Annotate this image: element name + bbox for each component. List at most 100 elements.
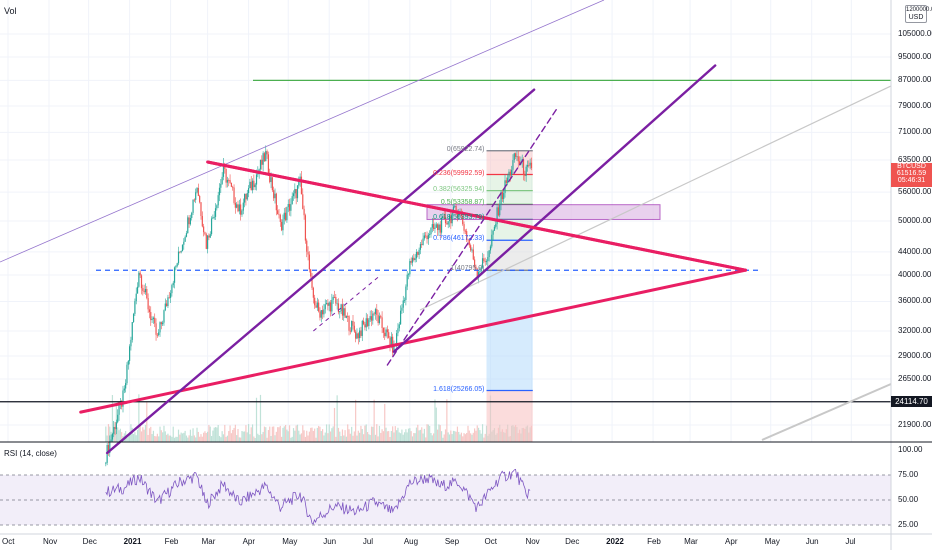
price-tick-label: 79000.00 <box>898 101 932 110</box>
candle-body <box>273 190 275 199</box>
candle-body <box>389 337 391 346</box>
trendline-gray <box>419 85 892 311</box>
volume-bar <box>218 435 221 442</box>
volume-bar <box>238 437 240 442</box>
time-tick-label: Jul <box>845 537 856 546</box>
rsi-pane <box>0 468 891 526</box>
candle-body <box>438 224 440 231</box>
candle-body <box>388 332 390 338</box>
candle-body <box>410 261 412 263</box>
volume-bar <box>288 425 291 442</box>
trendline <box>79 268 748 414</box>
fib-zone-low <box>486 240 533 271</box>
volume-bar <box>328 424 330 442</box>
fib-retracement[interactable] <box>486 150 533 442</box>
trendlines[interactable] <box>0 0 892 455</box>
candle-body <box>439 224 441 233</box>
candle-body <box>343 308 345 316</box>
volume-bar <box>314 428 316 442</box>
candle-body <box>269 173 271 183</box>
candle-body <box>212 217 214 219</box>
volume-bar <box>109 426 111 442</box>
candle-body <box>164 303 166 311</box>
candle-body <box>430 227 432 235</box>
candle-body <box>499 204 501 216</box>
volume-bar <box>295 425 297 442</box>
candle-body <box>323 309 325 315</box>
volume-bar <box>259 394 262 442</box>
candle-body <box>340 304 342 312</box>
candle-body <box>209 234 211 238</box>
candle-body <box>372 313 374 321</box>
trendline <box>105 88 536 455</box>
volume-bar <box>304 436 307 442</box>
volume-bar <box>434 399 436 442</box>
volume-bar <box>316 427 318 442</box>
volume-bar <box>303 430 305 442</box>
volume-bar <box>386 431 388 442</box>
candle-body <box>247 188 250 194</box>
candle-body <box>481 258 484 268</box>
candle-body <box>259 159 262 170</box>
volume-bar <box>209 426 211 442</box>
candle-body <box>277 210 279 215</box>
volume-bar <box>370 426 373 442</box>
candle-body <box>357 333 359 339</box>
time-tick-label: Jun <box>323 537 337 546</box>
volume-bar <box>463 433 465 442</box>
candle-body <box>191 212 193 218</box>
candle-body <box>474 259 476 267</box>
candle-body <box>255 174 258 185</box>
candle-body <box>169 293 172 298</box>
current-price-tag: BTCUSD 61516.59 05:46:31 <box>891 163 932 187</box>
volume-bar <box>146 401 148 442</box>
volume-bar <box>175 436 177 442</box>
volume-bar <box>148 428 151 442</box>
candle-body <box>407 274 410 276</box>
candle-body <box>386 329 388 333</box>
volume-bar <box>414 433 416 442</box>
candle-body <box>225 168 227 183</box>
candle-body <box>497 207 500 216</box>
candle-body <box>134 301 136 314</box>
candle-body <box>129 346 131 361</box>
candle-body <box>159 322 161 333</box>
candle-body <box>524 174 526 176</box>
time-tick-label: Mar <box>684 537 698 546</box>
candle-body <box>421 244 423 245</box>
volume-bar <box>366 432 369 442</box>
volume-bar <box>275 431 277 442</box>
volume-bar <box>233 427 235 442</box>
candle-body <box>298 180 300 186</box>
volume-bar <box>406 432 408 442</box>
candle-body <box>446 223 448 225</box>
volume-bar <box>373 399 375 442</box>
candle-body <box>429 234 431 235</box>
candle-body <box>173 267 176 283</box>
candle-body <box>467 239 469 241</box>
candle-body <box>246 193 248 200</box>
candle-body <box>409 261 411 275</box>
volume-bar <box>156 433 158 442</box>
candle-body <box>516 156 518 158</box>
volume-bar <box>226 435 229 442</box>
currency-button[interactable]: 1200000.00 USD <box>905 5 932 23</box>
volume-bar <box>225 436 227 442</box>
candle-body <box>303 208 305 216</box>
candle-body <box>189 217 192 225</box>
volume-bar <box>320 431 322 442</box>
volume-bar <box>282 427 284 442</box>
volume-bar <box>254 437 256 442</box>
triangle-upper-edge <box>207 160 746 272</box>
volume-bar <box>312 430 314 442</box>
candle-body <box>501 191 503 200</box>
candle-body <box>171 285 173 294</box>
volume-bar <box>360 425 362 442</box>
volume-bar <box>456 426 459 442</box>
volume-bar <box>325 424 328 442</box>
volume-bar <box>217 425 219 442</box>
volume-bar <box>396 430 398 442</box>
candle-body <box>369 316 371 320</box>
volume-bar <box>390 431 392 442</box>
